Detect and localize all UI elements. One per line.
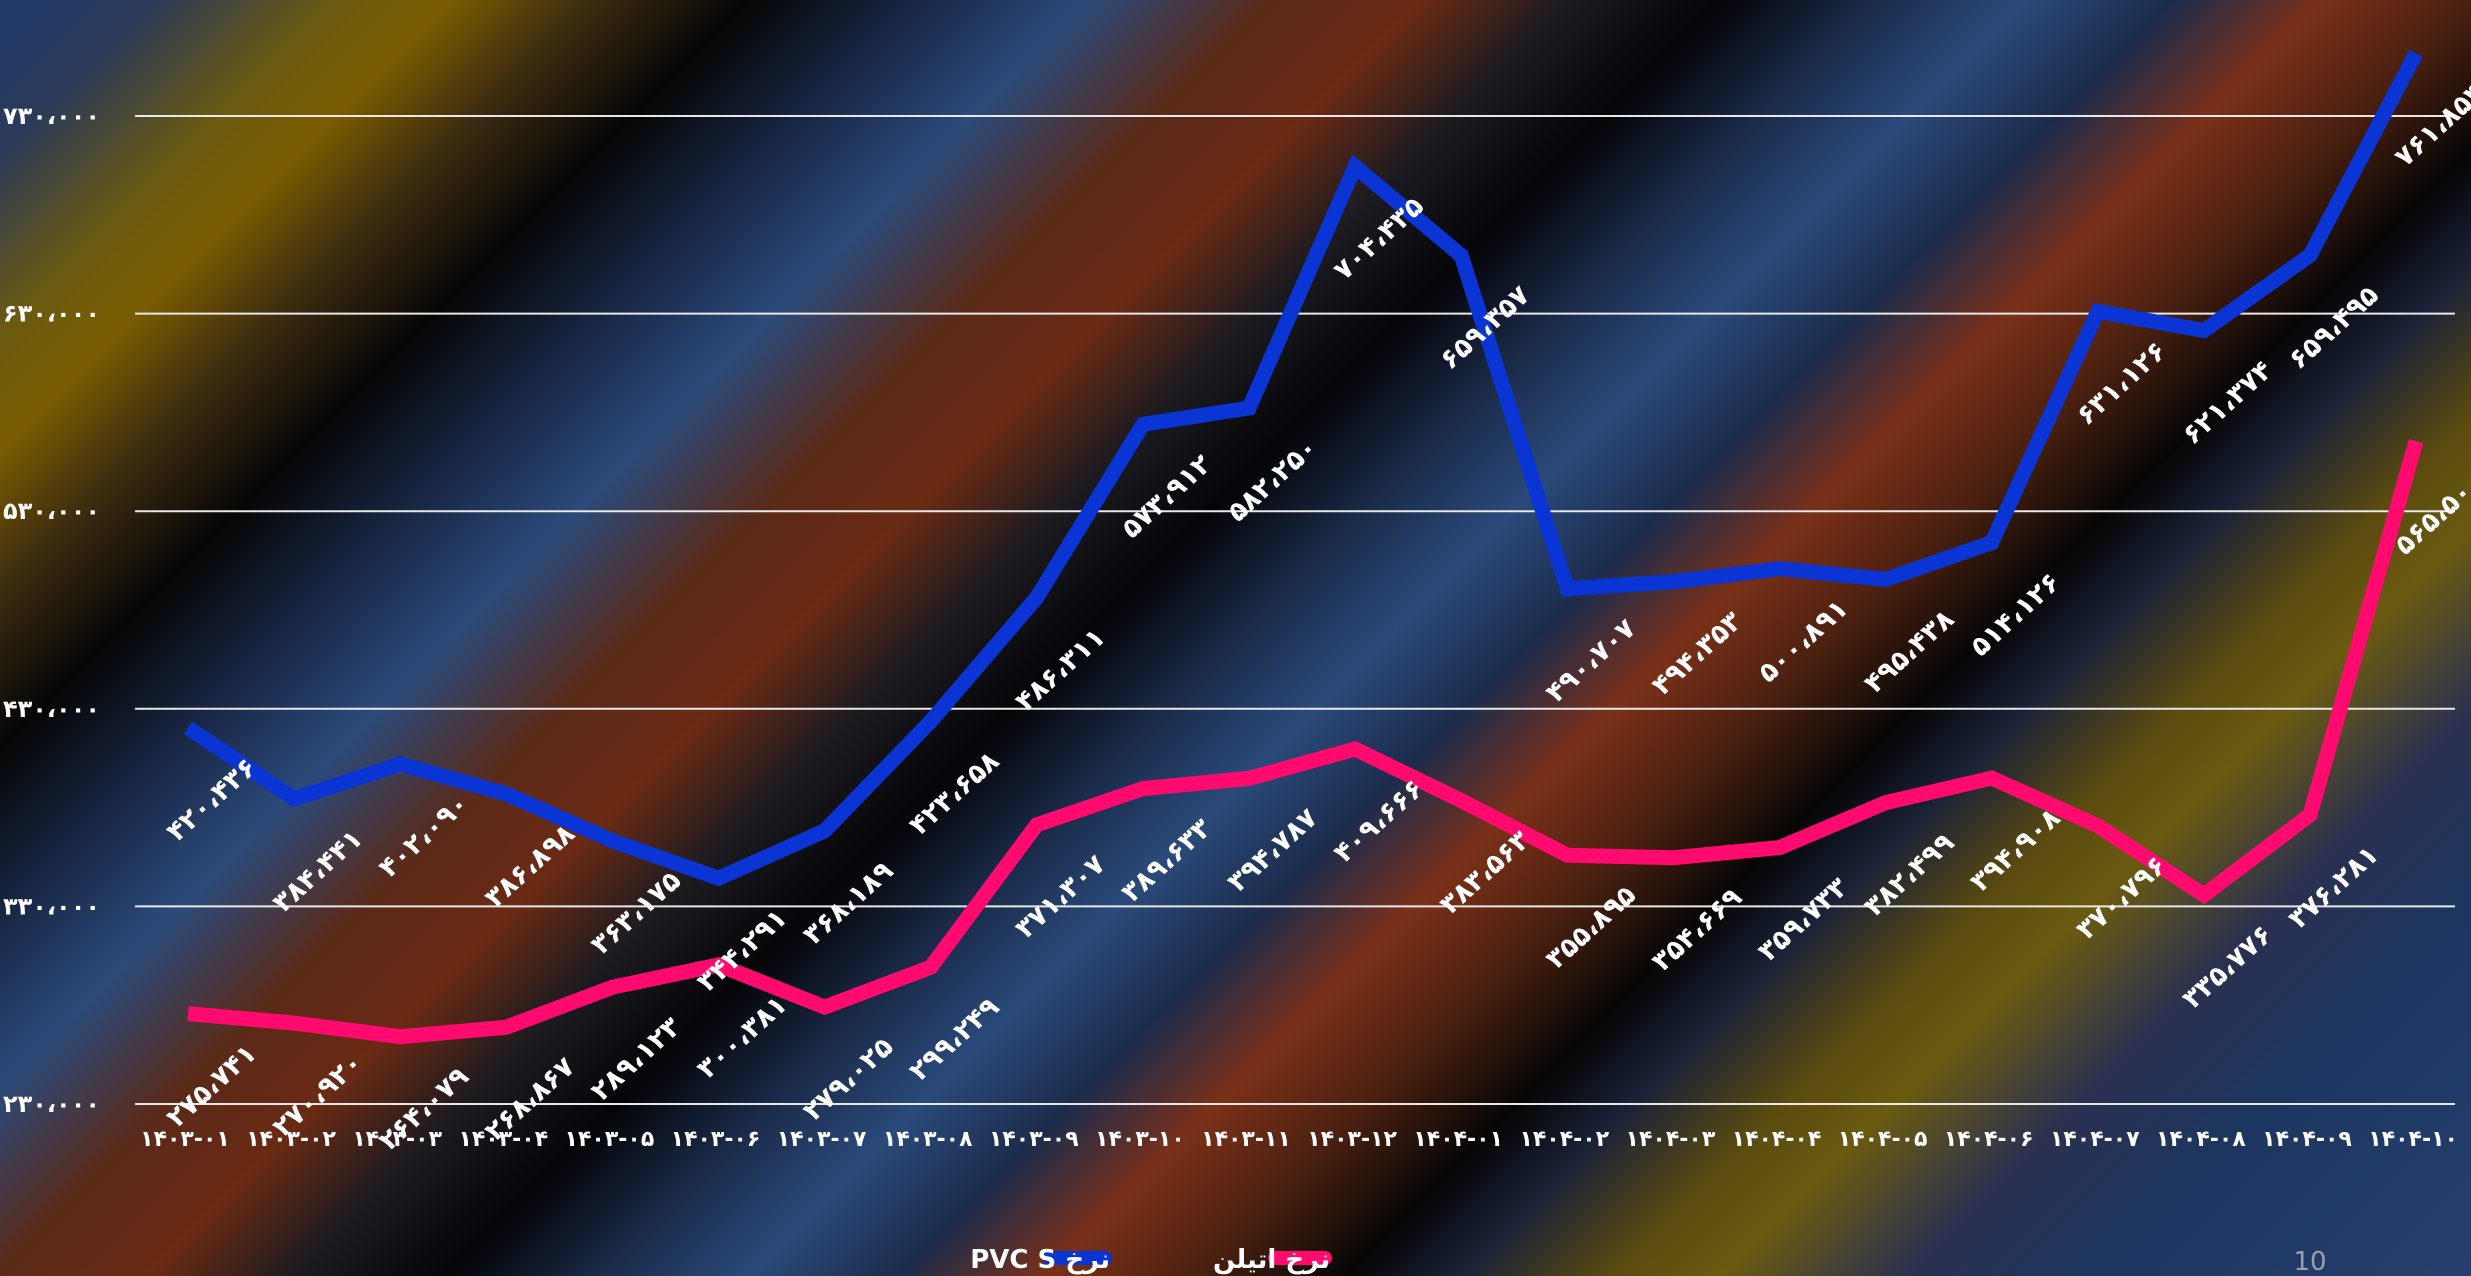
x-tick-label: ۱۴۰۴-۰۵ xyxy=(1838,1127,1928,1152)
data-label-ethylene: ۳۸۹،۶۳۳ xyxy=(1116,812,1218,908)
x-tick-label: ۱۴۰۴-۰۸ xyxy=(2156,1127,2246,1152)
data-label-pvc: ۳۸۴،۴۴۱ xyxy=(267,823,369,919)
data-label-pvc: ۵۰۰،۸۹۱ xyxy=(1752,593,1854,689)
data-label-ethylene: ۳۷۱،۳۰۷ xyxy=(1010,849,1112,945)
y-tick-label: ۴۳۰،۰۰۰ xyxy=(3,695,100,723)
gridlines xyxy=(135,115,2455,1105)
data-label-pvc: ۴۹۵،۴۳۸ xyxy=(1858,603,1960,699)
data-label-ethylene: ۳۵۵،۸۹۵ xyxy=(1540,879,1642,975)
data-label-ethylene: ۲۷۵،۷۴۱ xyxy=(161,1038,263,1134)
data-label-ethylene: ۳۷۶،۲۸۱ xyxy=(2283,839,2385,935)
x-tick-label: ۱۴۰۳-۰۶ xyxy=(671,1127,761,1152)
y-axis-labels: ۲۳۰،۰۰۰ ۳۳۰،۰۰۰ ۴۳۰،۰۰۰ ۵۳۰،۰۰۰ ۶۳۰،۰۰۰ ۷۳۰،۰… xyxy=(3,102,100,1118)
data-label-ethylene: ۳۹۴،۷۸۷ xyxy=(1222,802,1324,898)
legend-label-pvc: نرخ PVC S xyxy=(970,1245,1110,1275)
x-tick-label: ۱۴۰۳-۱۲ xyxy=(1307,1127,1397,1152)
y-tick-label: ۳۳۰،۰۰۰ xyxy=(3,892,100,920)
x-tick-label: ۱۴۰۴-۰۳ xyxy=(1626,1127,1716,1152)
data-label-ethylene: ۳۳۵،۷۷۶ xyxy=(2177,919,2279,1015)
data-label-pvc: ۶۵۹،۳۵۷ xyxy=(1434,279,1536,375)
data-label-ethylene: ۳۵۴،۶۶۹ xyxy=(1646,882,1748,978)
x-tick-label: ۱۴۰۳-۰۹ xyxy=(989,1127,1079,1152)
data-label-pvc: ۶۲۱،۳۷۴ xyxy=(2177,355,2279,451)
data-label-pvc: ۳۸۶،۸۹۸ xyxy=(479,818,581,914)
legend-label-ethylene: نرخ اتیلن xyxy=(1213,1245,1330,1275)
data-label-pvc: ۵۱۴،۱۲۶ xyxy=(1965,567,2067,663)
data-label-ethylene: ۳۸۲،۴۹۹ xyxy=(1858,827,1960,923)
x-tick-label: ۱۴۰۴-۰۶ xyxy=(1944,1127,2034,1152)
data-label-ethylene: ۲۸۹،۱۲۳ xyxy=(585,1011,687,1107)
data-label-ethylene: ۲۷۹،۰۲۵ xyxy=(797,1031,899,1127)
data-label-pvc: ۳۶۸،۱۸۹ xyxy=(797,855,899,951)
x-axis-labels: ۱۴۰۳-۰۱ ۱۴۰۳-۰۲ ۱۴۰۳-۰۳ ۱۴۰۳-۰۴ ۱۴۰۳-۰۵ ۱۴۰۳-… xyxy=(140,1127,2458,1152)
data-label-pvc: ۳۶۳،۱۷۵ xyxy=(585,865,687,961)
data-label-ethylene: ۲۹۹،۲۴۹ xyxy=(904,991,1006,1087)
x-tick-label: ۱۴۰۳-۱۱ xyxy=(1201,1127,1291,1152)
data-label-ethylene: ۳۵۹،۷۳۳ xyxy=(1752,871,1854,967)
x-tick-label: ۱۴۰۴-۰۷ xyxy=(2050,1127,2140,1152)
y-tick-label: ۶۳۰،۰۰۰ xyxy=(3,300,100,328)
x-tick-label: ۱۴۰۳-۰۳ xyxy=(352,1127,442,1152)
data-label-pvc: ۴۹۴،۳۵۳ xyxy=(1646,605,1748,701)
y-tick-label: ۷۳۰،۰۰۰ xyxy=(3,102,100,130)
data-label-pvc: ۵۸۲،۲۵۰ xyxy=(1222,432,1324,528)
data-label-pvc: ۴۸۶،۳۱۱ xyxy=(1010,622,1112,718)
x-tick-label: ۱۴۰۴-۱۰ xyxy=(2368,1127,2458,1152)
x-tick-label: ۱۴۰۴-۰۱ xyxy=(1413,1127,1503,1152)
data-label-pvc: ۴۹۰،۷۰۷ xyxy=(1540,613,1642,709)
data-label-pvc: ۴۰۲،۰۹۰ xyxy=(373,788,475,884)
data-label-pvc: ۴۲۰،۴۳۶ xyxy=(161,752,263,848)
page-number: 10 xyxy=(2293,1247,2326,1276)
series-line-pvc xyxy=(183,49,2423,887)
x-tick-label: ۱۴۰۳-۰۲ xyxy=(246,1127,336,1152)
x-tick-label: ۱۴۰۳-۰۱ xyxy=(140,1127,230,1152)
y-tick-label: ۲۳۰،۰۰۰ xyxy=(3,1090,100,1118)
x-tick-label: ۱۴۰۴-۰۲ xyxy=(1519,1127,1609,1152)
x-tick-label: ۱۴۰۳-۱۰ xyxy=(1095,1127,1185,1152)
series-line-ethylene xyxy=(187,439,2424,1045)
x-tick-label: ۱۴۰۴-۰۹ xyxy=(2262,1127,2352,1152)
data-label-pvc: ۶۵۹،۴۹۵ xyxy=(2283,279,2385,375)
x-tick-label: ۱۴۰۳-۰۵ xyxy=(565,1127,655,1152)
x-tick-label: ۱۴۰۳-۰۸ xyxy=(883,1127,973,1152)
data-label-pvc: ۴۲۳،۶۵۸ xyxy=(904,745,1006,841)
data-label-pvc: ۵۷۳،۹۱۲ xyxy=(1116,448,1218,544)
x-tick-label: ۱۴۰۴-۰۴ xyxy=(1732,1127,1822,1152)
legend: نرخ PVC S نرخ اتیلن xyxy=(970,1245,1332,1275)
data-label-ethylene: ۳۹۴،۹۰۸ xyxy=(1965,802,2067,898)
data-label-ethylene: ۴۰۹،۶۶۶ xyxy=(1328,773,1430,869)
data-label-ethylene: ۳۷۰،۷۹۶ xyxy=(2071,850,2173,946)
data-label-ethylene: ۳۰۰،۳۸۱ xyxy=(691,989,793,1085)
x-tick-label: ۱۴۰۳-۰۴ xyxy=(458,1127,548,1152)
x-tick-label: ۱۴۰۳-۰۷ xyxy=(777,1127,867,1152)
y-tick-label: ۵۳۰،۰۰۰ xyxy=(3,497,100,525)
series-lines xyxy=(183,49,2424,1045)
